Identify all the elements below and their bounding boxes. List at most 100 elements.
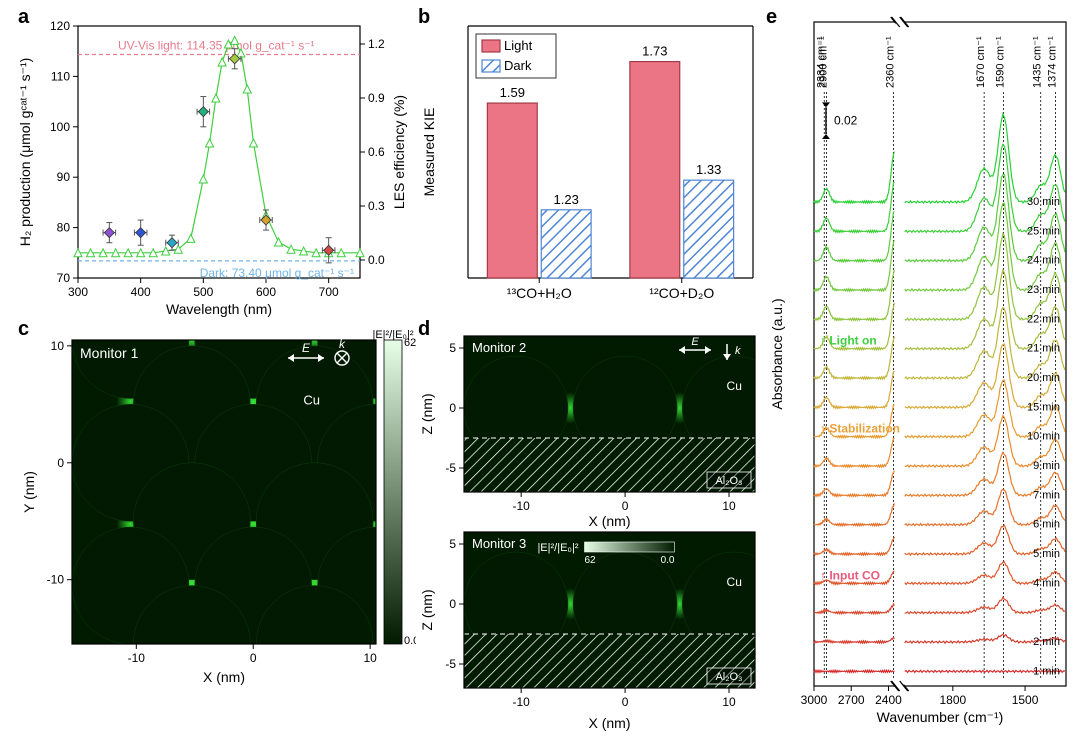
- svg-text:500: 500: [193, 285, 213, 299]
- svg-text:-5: -5: [445, 657, 456, 671]
- svg-text:1435 cm⁻¹: 1435 cm⁻¹: [1032, 36, 1044, 88]
- svg-text:Z (nm): Z (nm): [419, 589, 435, 630]
- svg-text:Wavenumber (cm⁻¹): Wavenumber (cm⁻¹): [877, 709, 1004, 725]
- svg-text:3000: 3000: [801, 693, 828, 707]
- svg-text:LES efficiency (%): LES efficiency (%): [391, 95, 407, 209]
- svg-text:Y (nm): Y (nm): [21, 471, 37, 513]
- svg-text:5: 5: [449, 537, 456, 551]
- svg-text:Al₂O₃: Al₂O₃: [715, 671, 742, 683]
- svg-text:10: 10: [722, 499, 736, 513]
- svg-text:X (nm): X (nm): [589, 715, 631, 731]
- svg-text:Monitor 3: Monitor 3: [472, 536, 526, 551]
- svg-text:1590 cm⁻¹: 1590 cm⁻¹: [994, 36, 1006, 88]
- svg-text:-5: -5: [445, 461, 456, 475]
- svg-text:0.0: 0.0: [368, 253, 385, 267]
- svg-text:X (nm): X (nm): [203, 669, 245, 685]
- svg-text:25 min: 25 min: [1027, 225, 1060, 237]
- svg-text:300: 300: [68, 285, 88, 299]
- svg-text:Dark: 73.40 μmol g_cat⁻¹ s⁻¹: Dark: 73.40 μmol g_cat⁻¹ s⁻¹: [200, 266, 354, 280]
- svg-text:Measured KIE: Measured KIE: [421, 108, 437, 197]
- svg-text:1.73: 1.73: [642, 44, 667, 59]
- svg-text:0.0: 0.0: [404, 635, 416, 647]
- svg-text:1500: 1500: [1012, 693, 1039, 707]
- svg-text:100: 100: [50, 120, 70, 134]
- svg-text:¹²CO+D₂O: ¹²CO+D₂O: [649, 285, 714, 301]
- svg-text:-10: -10: [512, 695, 530, 709]
- svg-text:Cu: Cu: [727, 575, 742, 589]
- svg-text:X (nm): X (nm): [589, 513, 631, 529]
- svg-text:400: 400: [131, 285, 151, 299]
- svg-text:H₂ production (μmol gᶜᵃᵗ⁻¹ s⁻¹: H₂ production (μmol gᶜᵃᵗ⁻¹ s⁻¹): [17, 58, 33, 247]
- svg-text:Absorbance (a.u.): Absorbance (a.u.): [769, 298, 785, 409]
- svg-text:10 min: 10 min: [1027, 431, 1060, 443]
- svg-text:0: 0: [250, 651, 257, 665]
- svg-text:1.2: 1.2: [368, 37, 385, 51]
- svg-text:1.33: 1.33: [696, 162, 721, 177]
- svg-text:-10: -10: [128, 651, 146, 665]
- svg-text:1374 cm⁻¹: 1374 cm⁻¹: [1046, 36, 1058, 88]
- svg-text:80: 80: [57, 221, 71, 235]
- svg-text:|E|²/|E₀|²: |E|²/|E₀|²: [372, 329, 413, 341]
- svg-text:90: 90: [57, 170, 71, 184]
- svg-text:-10: -10: [512, 499, 530, 513]
- svg-text:1 min: 1 min: [1033, 665, 1060, 677]
- svg-text:1800: 1800: [939, 693, 966, 707]
- svg-text:23 min: 23 min: [1027, 284, 1060, 296]
- svg-text:10: 10: [722, 695, 736, 709]
- svg-text:k: k: [339, 337, 346, 351]
- svg-text:1.23: 1.23: [554, 192, 579, 207]
- svg-text:↑ Stabilization: ↑ Stabilization: [820, 422, 900, 436]
- svg-text:0: 0: [449, 597, 456, 611]
- svg-text:7 min: 7 min: [1033, 489, 1060, 501]
- svg-text:110: 110: [51, 69, 70, 83]
- svg-text:10: 10: [51, 339, 65, 353]
- panel-e-chart: 30002700240018001500Wavenumber (cm⁻¹)Abs…: [766, 8, 1074, 730]
- svg-text:↑ Input CO: ↑ Input CO: [820, 568, 880, 582]
- svg-text:4 min: 4 min: [1033, 577, 1060, 589]
- svg-text:1.59: 1.59: [500, 85, 525, 100]
- svg-text:Wavelength (nm): Wavelength (nm): [166, 301, 272, 317]
- svg-text:5: 5: [449, 341, 456, 355]
- svg-text:0: 0: [57, 456, 64, 470]
- svg-text:Cu: Cu: [727, 379, 742, 393]
- svg-text:70: 70: [57, 271, 71, 285]
- svg-text:E: E: [691, 336, 699, 348]
- panel-b-chart: Measured KIELightDark1.591.23¹³CO+H₂O1.7…: [418, 10, 763, 320]
- svg-text:2360 cm⁻¹: 2360 cm⁻¹: [884, 36, 896, 88]
- svg-text:2 min: 2 min: [1033, 636, 1060, 648]
- svg-text:5 min: 5 min: [1033, 548, 1060, 560]
- svg-text:Monitor 1: Monitor 1: [80, 345, 139, 361]
- svg-text:6 min: 6 min: [1033, 519, 1060, 531]
- svg-text:¹³CO+H₂O: ¹³CO+H₂O: [507, 285, 572, 301]
- svg-text:Light: Light: [504, 38, 533, 53]
- svg-text:|E|²/|E₀|²: |E|²/|E₀|²: [537, 542, 578, 554]
- svg-text:0.3: 0.3: [368, 199, 385, 213]
- svg-text:E: E: [302, 341, 311, 355]
- svg-text:UV-Vis light: 114.35 μmol g_ca: UV-Vis light: 114.35 μmol g_cat⁻¹ s⁻¹: [118, 38, 315, 52]
- panel-c-chart: -10010-10010X (nm)Y (nm)Monitor 1CuEk620…: [16, 328, 416, 738]
- svg-text:0: 0: [449, 401, 456, 415]
- svg-text:1670 cm⁻¹: 1670 cm⁻¹: [975, 36, 987, 88]
- svg-text:Cu: Cu: [303, 392, 320, 407]
- svg-text:2334 cm⁻¹: 2334 cm⁻¹: [815, 36, 827, 88]
- svg-text:0.9: 0.9: [368, 91, 385, 105]
- svg-text:2400: 2400: [875, 693, 902, 707]
- svg-text:22 min: 22 min: [1027, 313, 1060, 325]
- svg-text:0.02: 0.02: [834, 114, 858, 128]
- svg-text:20 min: 20 min: [1027, 372, 1060, 384]
- svg-text:0: 0: [622, 695, 629, 709]
- svg-text:15 min: 15 min: [1027, 401, 1060, 413]
- svg-text:Z (nm): Z (nm): [419, 393, 435, 434]
- svg-text:↑ Light on: ↑ Light on: [820, 334, 877, 348]
- svg-text:21 min: 21 min: [1027, 343, 1060, 355]
- svg-text:600: 600: [256, 285, 276, 299]
- svg-text:Monitor 2: Monitor 2: [472, 340, 526, 355]
- svg-text:-10: -10: [47, 573, 65, 587]
- svg-text:0: 0: [622, 499, 629, 513]
- svg-text:Al₂O₃: Al₂O₃: [715, 475, 742, 487]
- svg-text:10: 10: [363, 651, 377, 665]
- svg-text:24 min: 24 min: [1027, 255, 1060, 267]
- svg-text:62: 62: [585, 555, 597, 566]
- svg-text:9 min: 9 min: [1033, 460, 1060, 472]
- svg-text:k: k: [735, 345, 741, 357]
